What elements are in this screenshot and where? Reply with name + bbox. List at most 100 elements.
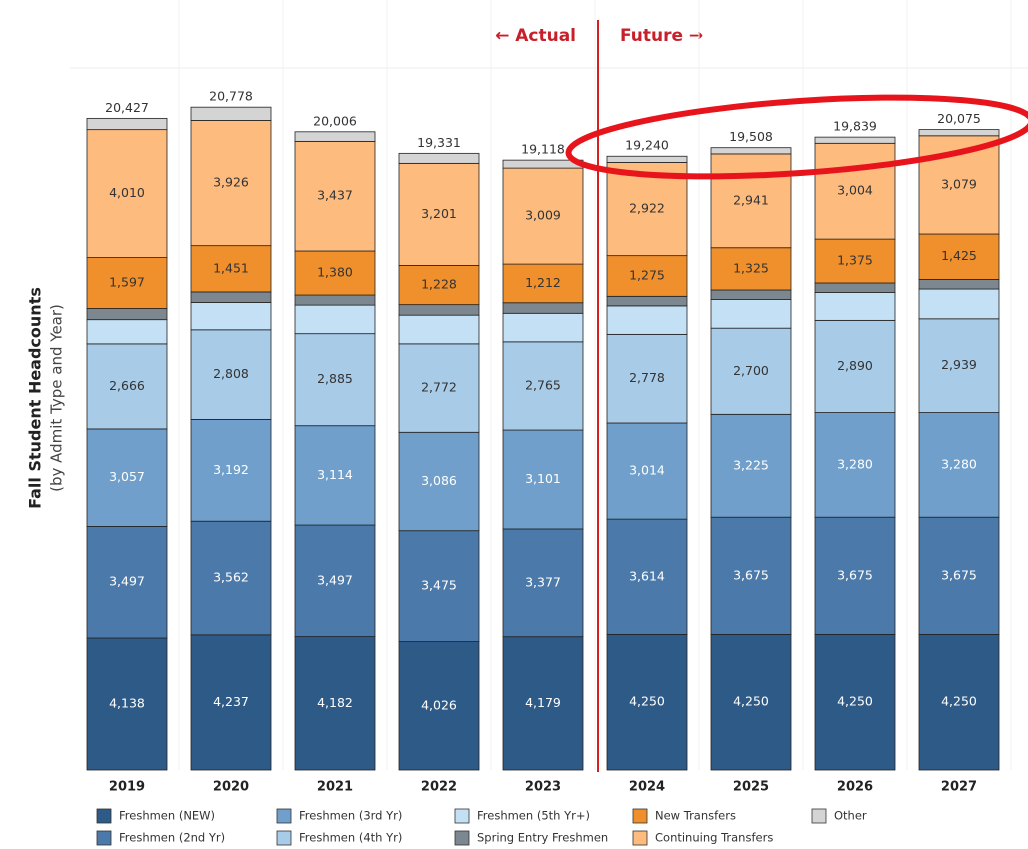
bar-segment [918,318,1000,413]
data-label: 4,250 [733,694,769,709]
bar-segment [502,263,584,304]
data-label: 3,009 [525,208,561,223]
x-tick-label: 2024 [629,780,665,795]
bar-segment [918,288,1000,320]
bar-segment [918,129,1000,137]
data-label: 2,890 [837,358,873,373]
legend-label: Freshmen (3rd Yr) [299,809,402,823]
legend-swatch [96,830,112,846]
bar-segment [86,428,168,527]
data-label: 1,451 [213,260,249,275]
bar-segment [814,412,896,518]
bar-segment [502,302,584,314]
data-label: 3,562 [213,570,249,585]
data-label: 3,057 [109,469,145,484]
bar-segment [710,147,792,155]
bar-segment [86,308,168,321]
data-label: 3,614 [629,568,665,583]
legend-label: Freshmen (4th Yr) [299,831,402,845]
total-label: 19,118 [521,142,565,157]
bar-segment [294,140,376,252]
x-tick-label: 2022 [421,780,457,795]
data-label: 1,425 [941,248,977,263]
x-tick-label: 2021 [317,780,353,795]
bar-segment [710,327,792,415]
x-tick-label: 2027 [941,780,977,795]
data-label: 3,280 [837,456,873,471]
bar-segment [398,431,480,532]
data-label: 2,941 [733,192,769,207]
x-tick-label: 2020 [213,780,249,795]
total-label: 20,075 [937,111,981,126]
total-label: 19,839 [833,119,877,134]
bar-segment [710,289,792,300]
data-label: 2,939 [941,357,977,372]
bar-segment [710,413,792,518]
data-label: 2,700 [733,363,769,378]
total-label: 20,006 [313,113,357,128]
x-tick-label: 2019 [109,780,145,795]
legend-label: Other [834,809,867,823]
total-label: 20,427 [105,100,149,115]
data-label: 1,228 [421,277,457,292]
bar-segment [814,516,896,635]
total-label: 20,778 [209,89,253,104]
data-label: 1,325 [733,260,769,275]
bar-segment [398,641,480,771]
data-label: 3,377 [525,574,561,589]
highlight-ellipse [565,94,1028,180]
data-label: 4,250 [941,694,977,709]
data-label: 3,280 [941,456,977,471]
bar-segment [710,299,792,329]
data-label: 4,026 [421,697,457,712]
bar-segment [606,305,688,335]
bar-segment [710,247,792,291]
bar-segment [294,294,376,306]
data-label: 3,201 [421,206,457,221]
bar-segment [190,106,272,121]
data-label: 4,010 [109,185,145,200]
data-label: 2,765 [525,377,561,392]
data-label: 1,375 [837,253,873,268]
bar-segment [398,304,480,316]
legend-swatch [632,808,648,824]
bar-segment [502,636,584,771]
legend-swatch [632,830,648,846]
annotation: ← Actual [495,26,576,46]
bar-segment [190,302,272,331]
data-label: 3,192 [213,462,249,477]
data-label: 1,275 [629,267,665,282]
x-tick-label: 2026 [837,780,873,795]
data-label: 4,250 [837,694,873,709]
data-label: 2,885 [317,371,353,386]
bar-segment [190,520,272,636]
data-label: 2,922 [629,201,665,216]
bar-segment [190,634,272,771]
legend-swatch [276,808,292,824]
bar-segment [814,292,896,321]
total-label: 19,240 [625,138,669,153]
bar-segment [606,155,688,163]
bar-segment [294,250,376,296]
bar-segment [814,136,896,144]
bar-segment [294,636,376,771]
legend-label: Spring Entry Freshmen [477,831,608,845]
bar-segment [814,282,896,293]
bar-segment [710,634,792,771]
annotation: Future → [620,26,703,46]
data-label: 4,179 [525,695,561,710]
total-label: 19,508 [729,129,773,144]
data-label: 3,079 [941,176,977,191]
legend-swatch [454,830,470,846]
bar-segment [814,142,896,240]
legend-swatch [811,808,827,824]
bar-segment [606,295,688,307]
legend-label: Freshmen (2nd Yr) [119,831,225,845]
data-label: 2,808 [213,366,249,381]
bar-segment [294,333,376,427]
bar-segment [710,153,792,249]
bar-segment [710,516,792,635]
data-label: 3,497 [109,574,145,589]
data-label: 3,014 [629,463,665,478]
data-label: 3,004 [837,183,873,198]
